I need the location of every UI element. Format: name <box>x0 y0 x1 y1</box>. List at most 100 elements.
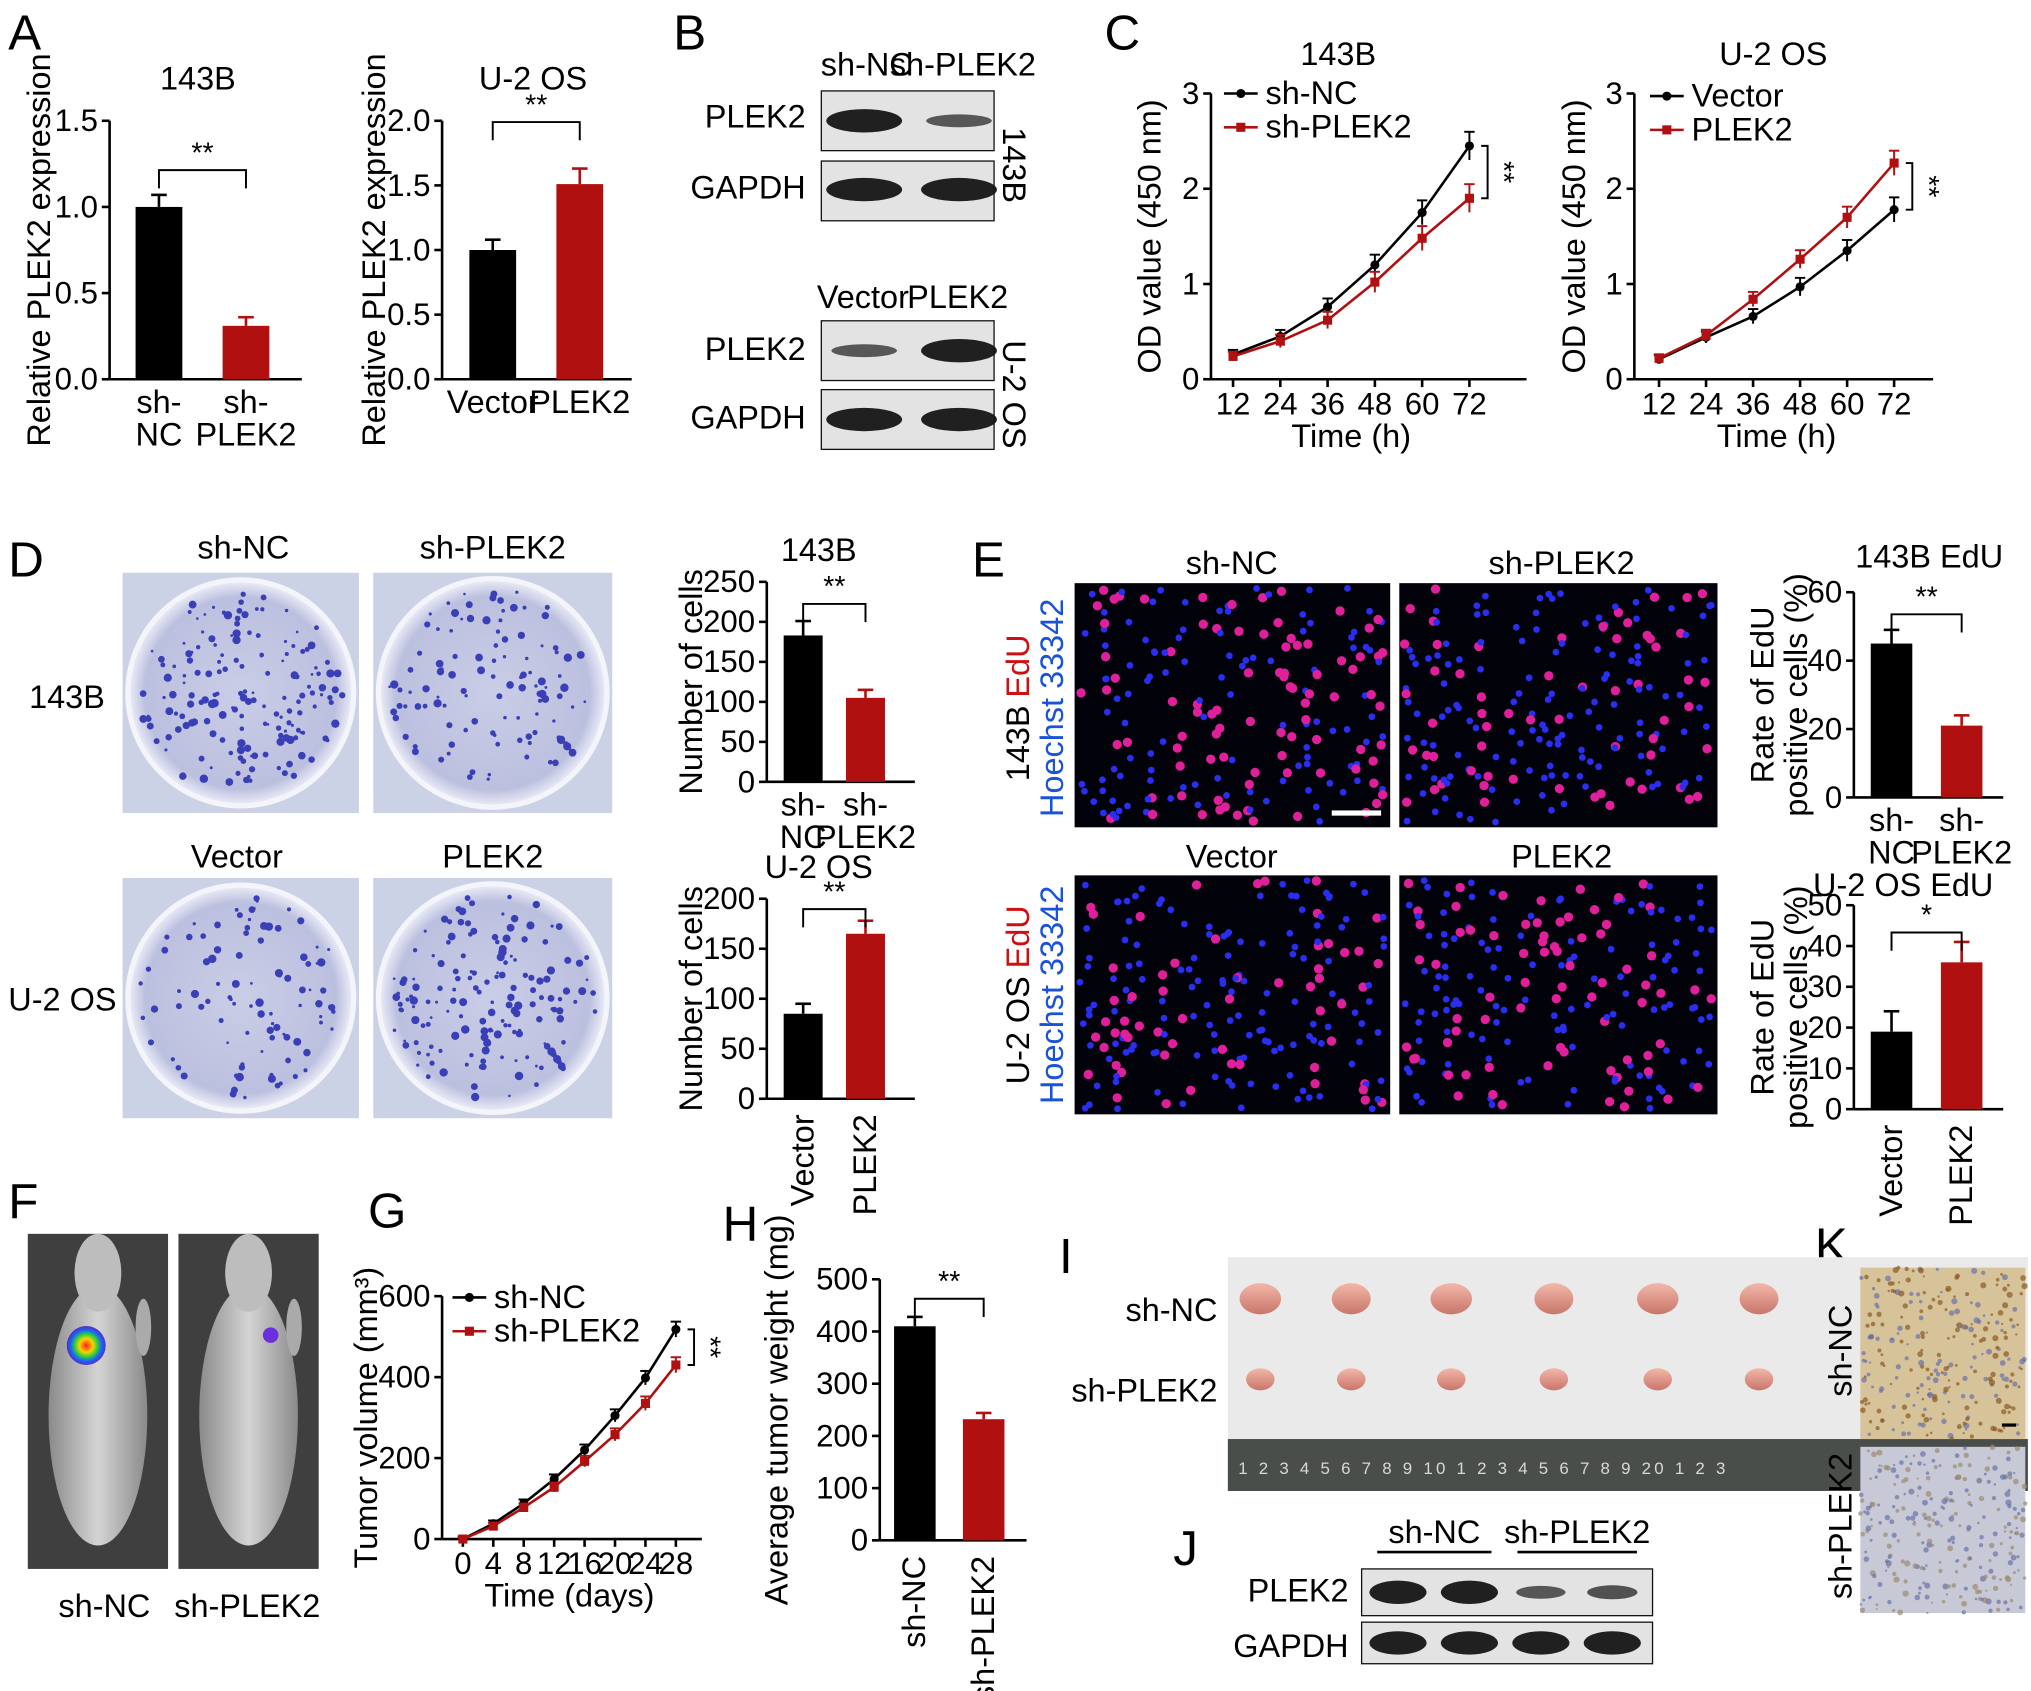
hoechst-nucleus <box>1205 923 1213 931</box>
colony <box>165 707 174 716</box>
colony <box>282 695 287 701</box>
stained-cell <box>1989 1444 1996 1450</box>
stained-cell <box>1868 1361 1872 1364</box>
stained-cell <box>2015 1333 2018 1336</box>
colony <box>244 697 253 706</box>
stained-cell <box>1932 1377 1939 1384</box>
stained-cell <box>1997 1310 2004 1316</box>
stained-cell <box>1878 1464 1881 1467</box>
colony <box>260 1050 264 1054</box>
hoechst-nucleus <box>1697 925 1705 933</box>
hoechst-nucleus <box>1527 912 1535 920</box>
hoechst-nucleus <box>1098 776 1106 784</box>
stained-cell <box>1877 1468 1883 1473</box>
colony <box>217 659 222 664</box>
panel-letter-b: B <box>673 5 706 60</box>
stained-cell <box>1962 1421 1967 1426</box>
hoechst-nucleus <box>1413 710 1421 718</box>
hoechst-nucleus <box>1477 665 1484 673</box>
data-point <box>1323 315 1333 325</box>
colony <box>457 918 465 926</box>
edu-nucleus <box>1336 999 1347 1009</box>
hoechst-nucleus <box>1425 932 1433 940</box>
colony <box>532 729 538 736</box>
hoechst-nucleus <box>1472 724 1480 732</box>
stained-cell <box>1955 1273 1960 1279</box>
hoechst-nucleus <box>1420 739 1428 747</box>
colony <box>436 695 440 699</box>
y-tick-label: 0 <box>1825 780 1842 815</box>
colony <box>448 671 456 679</box>
colony <box>390 708 398 716</box>
ruler-marks: 1 2 3 4 5 6 7 8 9 10 1 2 3 4 5 6 7 8 9 2… <box>1238 1459 1728 1478</box>
colony <box>200 933 207 939</box>
hoechst-nucleus <box>1305 1094 1313 1101</box>
edu-nucleus <box>1557 982 1567 992</box>
colony <box>490 674 496 679</box>
hoechst-nucleus <box>1219 976 1227 984</box>
colony <box>446 939 451 945</box>
hoechst-nucleus <box>1303 744 1311 751</box>
hoechst-nucleus <box>1406 646 1414 654</box>
colony <box>469 769 476 776</box>
hoechst-nucleus <box>1224 608 1232 615</box>
legend-marker <box>1662 125 1672 135</box>
colony <box>501 608 506 613</box>
colony <box>464 1062 469 1067</box>
category-label: PLEK2 <box>815 819 916 855</box>
edu-nucleus <box>1099 618 1110 629</box>
stained-cell <box>1967 1493 1971 1497</box>
edu-nucleus <box>1309 1062 1320 1073</box>
hoechst-nucleus <box>1706 1013 1713 1021</box>
stained-cell <box>1929 1497 1933 1501</box>
stained-cell <box>1951 1298 1958 1305</box>
hoechst-nucleus <box>1125 618 1133 626</box>
colony <box>512 1009 521 1018</box>
y-tick-label: 1.0 <box>387 232 430 267</box>
hoechst-nucleus <box>1466 972 1474 980</box>
x-axis-label: Time (h) <box>1717 418 1837 454</box>
stained-cell <box>2005 1456 2011 1462</box>
edu-nucleus <box>1521 919 1531 929</box>
colony <box>305 960 312 967</box>
colony <box>303 1068 308 1073</box>
colony <box>257 937 265 944</box>
significance-bracket <box>1890 613 1963 633</box>
stained-cell <box>1948 1491 1953 1496</box>
stained-cell <box>1940 1371 1944 1375</box>
hoechst-nucleus <box>1175 634 1183 642</box>
colony <box>226 1041 229 1045</box>
data-point <box>1748 294 1758 304</box>
edu-nucleus <box>1377 790 1388 800</box>
colony <box>216 669 222 675</box>
colony <box>405 997 410 1002</box>
colony <box>556 1015 565 1023</box>
hoechst-nucleus <box>1102 675 1110 683</box>
stained-cell <box>1952 1335 1956 1339</box>
hoechst-nucleus <box>1240 1054 1248 1062</box>
edu-nucleus <box>1186 1085 1196 1095</box>
y-axis-label: Rate of EdU <box>1744 919 1780 1096</box>
bar <box>846 697 885 782</box>
hoechst-nucleus <box>1415 1018 1423 1026</box>
ihc-image <box>1860 1267 2026 1440</box>
colony <box>239 726 245 731</box>
colony <box>286 720 292 726</box>
stained-cell <box>2010 1372 2015 1377</box>
hoechst-nucleus <box>1636 730 1643 738</box>
edu-nucleus <box>1536 896 1546 906</box>
edu-nucleus <box>1110 1028 1120 1038</box>
hoechst-nucleus <box>1478 939 1486 947</box>
stained-cell <box>1920 1334 1925 1340</box>
hoechst-nucleus <box>1441 795 1449 802</box>
edu-nucleus <box>1415 919 1425 930</box>
chart-title: 143B <box>781 532 857 568</box>
colony <box>414 703 422 710</box>
colony <box>240 591 246 597</box>
stained-cell <box>1926 1538 1933 1544</box>
edu-nucleus <box>1358 1085 1369 1095</box>
colony <box>255 633 261 639</box>
colony <box>426 1052 430 1057</box>
stained-cell <box>2005 1576 2012 1583</box>
